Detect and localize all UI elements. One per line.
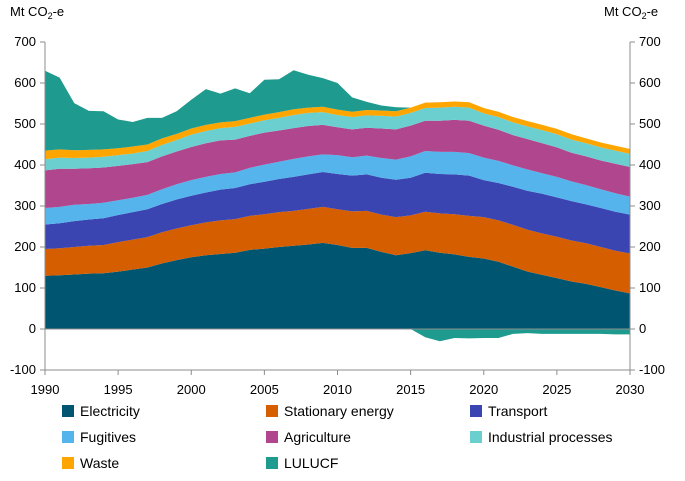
area-lulucf-positive [45, 70, 630, 151]
y-left-tick-label: 700 [14, 34, 36, 49]
legend-label-electricity: Electricity [80, 403, 140, 419]
y-right-tick-label: 300 [639, 198, 661, 213]
area-stationary-energy [45, 206, 630, 294]
legend-swatch-stationary-energy [266, 405, 278, 417]
y-left-tick-label: 200 [14, 239, 36, 254]
x-tick-label: 2030 [616, 382, 645, 397]
legend-swatch-electricity [62, 405, 74, 417]
y-right-tick-label: 0 [639, 321, 646, 336]
legend-label-industrial-processes: Industrial processes [488, 429, 613, 445]
legend-swatch-agriculture [266, 431, 278, 443]
area-industrial-processes [45, 106, 630, 171]
legend-label-stationary-energy: Stationary energy [284, 403, 394, 419]
y-left-tick-label: 500 [14, 116, 36, 131]
y-axis-left-ticks: -100 0 100 200 300 400 500 600 700 [10, 34, 45, 377]
legend-swatch-fugitives [62, 431, 74, 443]
y-right-tick-label: -100 [639, 362, 665, 377]
area-fugitives [45, 151, 630, 225]
area-layers [45, 70, 630, 342]
legend-label-waste: Waste [80, 455, 119, 471]
legend-label-fugitives: Fugitives [80, 429, 136, 445]
legend-swatch-lulucf [266, 457, 278, 469]
y-left-tick-label: 0 [29, 321, 36, 336]
area-lulucf-negative [45, 329, 630, 342]
x-tick-label: 1990 [31, 382, 60, 397]
y-left-tick-label: 400 [14, 157, 36, 172]
y-axis-left-unit: Mt CO2-e [10, 4, 64, 21]
x-tick-label: 2020 [469, 382, 498, 397]
x-tick-label: 2025 [542, 382, 571, 397]
x-tick-label: 2005 [250, 382, 279, 397]
legend: Electricity Stationary energy Transport Fug… [62, 403, 613, 471]
y-axis-right-unit: Mt CO2-e [604, 4, 658, 21]
legend-swatch-industrial-processes [470, 431, 482, 443]
area-transport [45, 171, 630, 254]
y-right-tick-label: 500 [639, 116, 661, 131]
y-right-tick-label: 600 [639, 75, 661, 90]
y-left-tick-label: 600 [14, 75, 36, 90]
y-left-tick-label: 100 [14, 280, 36, 295]
y-axis-right-ticks: -100 0 100 200 300 400 500 600 700 [630, 34, 665, 377]
legend-label-lulucf: LULUCF [284, 455, 338, 471]
x-axis-ticks: 1990 1995 2000 2005 2010 2015 2020 2025 2030 [31, 370, 645, 397]
area-agriculture [45, 119, 630, 209]
area-waste [45, 101, 630, 160]
y-right-tick-label: 100 [639, 280, 661, 295]
x-tick-label: 2010 [323, 382, 352, 397]
x-tick-label: 1995 [104, 382, 133, 397]
legend-swatch-waste [62, 457, 74, 469]
legend-label-agriculture: Agriculture [284, 429, 351, 445]
y-left-tick-label: -100 [10, 362, 36, 377]
x-tick-label: 2000 [177, 382, 206, 397]
y-right-tick-label: 400 [639, 157, 661, 172]
legend-swatch-transport [470, 405, 482, 417]
y-right-tick-label: 700 [639, 34, 661, 49]
x-tick-label: 2015 [396, 382, 425, 397]
y-left-tick-label: 300 [14, 198, 36, 213]
area-electricity [45, 242, 630, 329]
legend-label-transport: Transport [488, 403, 548, 419]
y-right-tick-label: 200 [639, 239, 661, 254]
